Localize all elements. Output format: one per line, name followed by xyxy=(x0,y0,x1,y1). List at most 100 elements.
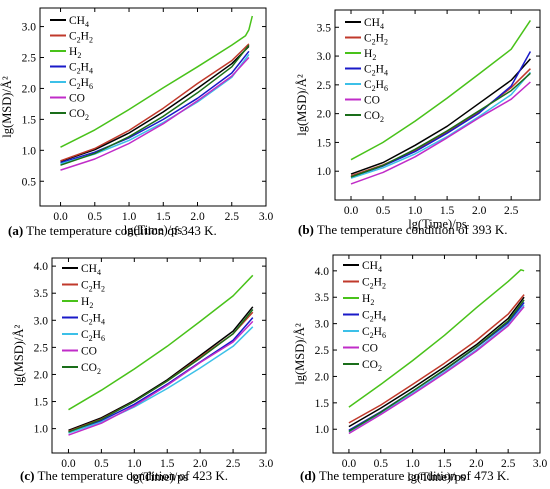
caption-c-letter: (c) xyxy=(20,468,34,483)
caption-c: (c) The temperature condition of 423 K. xyxy=(20,468,228,483)
legend-label-ch4: CH4 xyxy=(362,260,382,274)
series-line-co xyxy=(68,320,254,436)
x-axis-label: lg(Time)/ps xyxy=(407,470,466,484)
series-line-h2 xyxy=(60,15,254,148)
legend-label-c2h4: C2H4 xyxy=(364,64,388,78)
series-line-co2 xyxy=(60,44,250,166)
caption-d-letter: (d) xyxy=(300,468,316,483)
y-tick-label: 1.0 xyxy=(34,424,49,436)
legend-label-c2h6: C2H6 xyxy=(364,79,388,93)
x-tick-label: 2.5 xyxy=(225,211,240,223)
y-tick-label: 0.5 xyxy=(22,176,37,188)
x-axis-label: lg(Time)/ps xyxy=(124,223,183,237)
plot-frame xyxy=(332,254,541,454)
y-axis-label: lg(MSD)/Å² xyxy=(0,76,14,138)
y-tick-label: 3.0 xyxy=(317,51,332,63)
legend-label-c2h6: C2H6 xyxy=(69,77,93,91)
y-tick-label: 3.5 xyxy=(34,288,49,300)
x-tick-label: 2.0 xyxy=(469,458,484,470)
series-line-co2 xyxy=(350,72,531,178)
y-tick-label: 3.0 xyxy=(22,22,37,34)
x-tick-label: 2.5 xyxy=(501,458,516,470)
legend-label-ch4: CH4 xyxy=(81,263,101,277)
x-axis-label: lg(Time)/ps xyxy=(130,470,189,484)
x-tick-label: 3.0 xyxy=(533,458,548,470)
series-line-h2 xyxy=(348,269,525,408)
legend-label-c2h2: C2H2 xyxy=(362,277,386,291)
x-tick-label: 2.0 xyxy=(472,205,487,217)
caption-a-text: The temperature condition of 343 K. xyxy=(23,223,217,238)
legend-label-h2: H2 xyxy=(69,46,81,60)
series-line-ch4 xyxy=(350,58,531,175)
caption-b-letter: (b) xyxy=(298,222,314,237)
panel-b: 0.0 0.5 1.0 1.5 2.0 2.5 1.0 1.5 2.0 2.5 3.0 3.5 lg(T… xyxy=(295,9,541,237)
plot-frame xyxy=(51,257,267,454)
legend-label-co2: CO2 xyxy=(69,108,89,122)
x-tick-label: 1.5 xyxy=(160,458,175,470)
x-tick-label: 0.0 xyxy=(61,458,76,470)
plot-frame xyxy=(334,9,541,201)
series-line-ch4 xyxy=(348,296,525,428)
y-tick-label: 1.5 xyxy=(22,114,37,126)
series-line-co xyxy=(350,81,531,185)
x-tick-label: 2.0 xyxy=(193,458,208,470)
x-tick-label: 0.0 xyxy=(342,458,357,470)
y-axis-label: lg(MSD)/Å² xyxy=(293,323,307,385)
legend-label-c2h2: C2H2 xyxy=(69,31,93,45)
panel-c: 0.0 0.5 1.0 1.5 2.0 2.5 3.0 1.0 1.5 2.0 2.5 3.0 3.5 4… xyxy=(12,257,274,484)
y-tick-label: 3.5 xyxy=(317,22,332,34)
caption-b-text: The temperature condition of 393 K. xyxy=(314,222,508,237)
x-tick-label: 3.0 xyxy=(259,211,274,223)
x-tick-label: 1.5 xyxy=(437,458,452,470)
series-line-co2 xyxy=(348,299,525,433)
y-tick-label: 2.5 xyxy=(34,342,49,354)
chart-plot-c: 0.0 0.5 1.0 1.5 2.0 2.5 3.0 1.0 1.5 2.0 2.5 3.0 3.5 4… xyxy=(12,257,274,484)
y-axis-label: lg(MSD)/Å² xyxy=(12,325,26,387)
legend-label-ch4: CH4 xyxy=(364,17,384,31)
legend-label-co: CO xyxy=(69,93,85,105)
y-tick-label: 4.0 xyxy=(315,266,330,278)
series-line-c2h6 xyxy=(68,326,254,434)
legend-label-co: CO xyxy=(81,346,97,358)
series-line-co xyxy=(60,56,250,171)
series-line-ch4 xyxy=(60,45,250,163)
x-tick-label: 1.0 xyxy=(405,458,420,470)
x-tick-label: 1.0 xyxy=(127,458,142,470)
legend-label-co2: CO2 xyxy=(362,359,382,373)
chart-plot-d: 0.0 0.5 1.0 1.5 2.0 2.5 3.0 1.0 1.5 2.0 2.5 3.0 3.5 4… xyxy=(293,254,548,484)
x-axis-label: lg(Time)/ps xyxy=(408,217,467,231)
y-tick-label: 3.0 xyxy=(315,319,330,331)
y-tick-label: 3.0 xyxy=(34,315,49,327)
x-tick-label: 0.5 xyxy=(376,205,391,217)
y-tick-label: 3.5 xyxy=(315,292,330,304)
x-tick-label: 1.0 xyxy=(122,211,137,223)
legend-label-c2h4: C2H4 xyxy=(81,313,105,327)
y-tick-label: 2.5 xyxy=(22,53,37,65)
series-line-co xyxy=(348,306,525,435)
x-tick-label: 3.0 xyxy=(259,458,274,470)
y-axis-label: lg(MSD)/Å² xyxy=(295,74,309,136)
series-line-c2h4 xyxy=(60,50,250,164)
x-tick-label: 2.0 xyxy=(190,211,205,223)
y-tick-label: 2.0 xyxy=(22,83,37,95)
y-tick-label: 4.0 xyxy=(34,261,49,273)
legend-label-c2h4: C2H4 xyxy=(69,62,93,76)
legend-label-h2: H2 xyxy=(362,293,374,307)
legend-label-co: CO xyxy=(364,95,380,107)
legend-label-c2h6: C2H6 xyxy=(362,326,386,340)
y-tick-label: 2.5 xyxy=(315,345,330,357)
y-tick-label: 2.0 xyxy=(317,109,332,121)
caption-b: (b) The temperature condition of 393 K. xyxy=(298,222,508,237)
caption-a-letter: (a) xyxy=(8,223,23,238)
y-tick-label: 2.5 xyxy=(317,80,332,92)
caption-d-text: The temperature condition of 473 K. xyxy=(316,468,510,483)
legend-label-h2: H2 xyxy=(81,296,93,310)
panel-d: 0.0 0.5 1.0 1.5 2.0 2.5 3.0 1.0 1.5 2.0 2.5 3.0 3.5 4… xyxy=(293,254,548,484)
x-tick-label: 0.5 xyxy=(94,458,109,470)
caption-a: (a) The temperature condition of 343 K. xyxy=(8,223,217,238)
